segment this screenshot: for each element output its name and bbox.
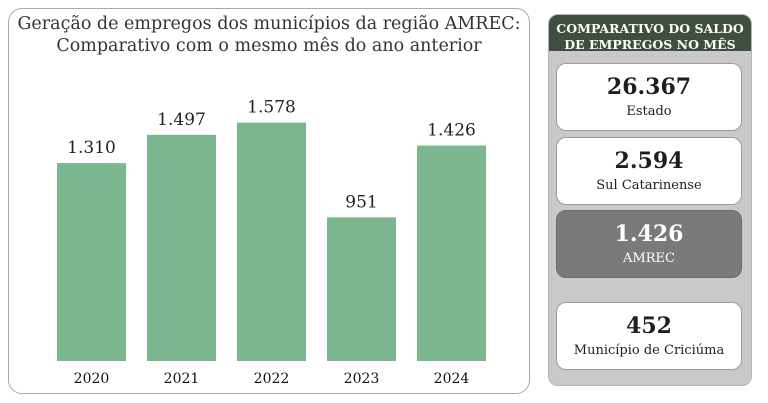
x-tick-label-2023: 2023	[344, 371, 380, 387]
bar-2023	[327, 217, 396, 361]
bar-2021	[147, 134, 216, 361]
stat-value-estado: 26.367	[606, 74, 692, 100]
comparison-panel: COMPARATIVO DO SALDO DE EMPREGOS NO MÊS …	[548, 14, 752, 386]
chart-title: Geração de empregos dos municípios da re…	[9, 13, 529, 57]
stat-card-amrec: 1.426 AMREC	[556, 210, 742, 278]
stat-value-criciuma: 452	[626, 313, 672, 339]
bar-value-label-2021: 1.497	[157, 110, 206, 130]
stat-value-amrec: 1.426	[614, 221, 684, 247]
bar-2020	[57, 163, 126, 361]
x-tick-label-2021: 2021	[164, 371, 200, 387]
bar-value-label-2022: 1.578	[247, 98, 296, 118]
chart-panel: Geração de empregos dos municípios da re…	[8, 8, 530, 394]
stat-label-estado: Estado	[626, 104, 672, 119]
bar-chart: 1.310 2020 1.497 2021 1.578 2022 951 2023 1.426 2…	[57, 98, 486, 387]
stat-value-sul-catarinense: 2.594	[614, 148, 684, 174]
stat-label-criciuma: Município de Criciúma	[573, 343, 725, 358]
x-tick-label-2024: 2024	[434, 371, 470, 387]
bar-2022	[237, 122, 306, 361]
bar-value-label-2020: 1.310	[67, 138, 116, 158]
chart-title-line-2: Comparativo com o mesmo mês do ano anter…	[56, 36, 482, 56]
bar-value-label-2023: 951	[345, 192, 377, 212]
stat-label-amrec: AMREC	[623, 251, 675, 266]
x-tick-label-2022: 2022	[254, 371, 290, 387]
stat-card-sul-catarinense: 2.594 Sul Catarinense	[556, 137, 742, 205]
stat-label-sul-catarinense: Sul Catarinense	[596, 178, 702, 193]
stat-card-criciuma: 452 Município de Criciúma	[556, 302, 742, 370]
bar-value-label-2024: 1.426	[427, 121, 476, 141]
comparison-header-line-1: COMPARATIVO DO SALDO	[556, 21, 744, 36]
bar-2024	[417, 145, 486, 361]
stat-card-estado: 26.367 Estado	[556, 63, 742, 131]
comparison-header-line-2: DE EMPREGOS NO MÊS	[564, 37, 736, 52]
comparison-panel-header: COMPARATIVO DO SALDO DE EMPREGOS NO MÊS	[549, 15, 751, 52]
x-tick-label-2020: 2020	[74, 371, 110, 387]
chart-title-line-1: Geração de empregos dos municípios da re…	[17, 14, 521, 34]
